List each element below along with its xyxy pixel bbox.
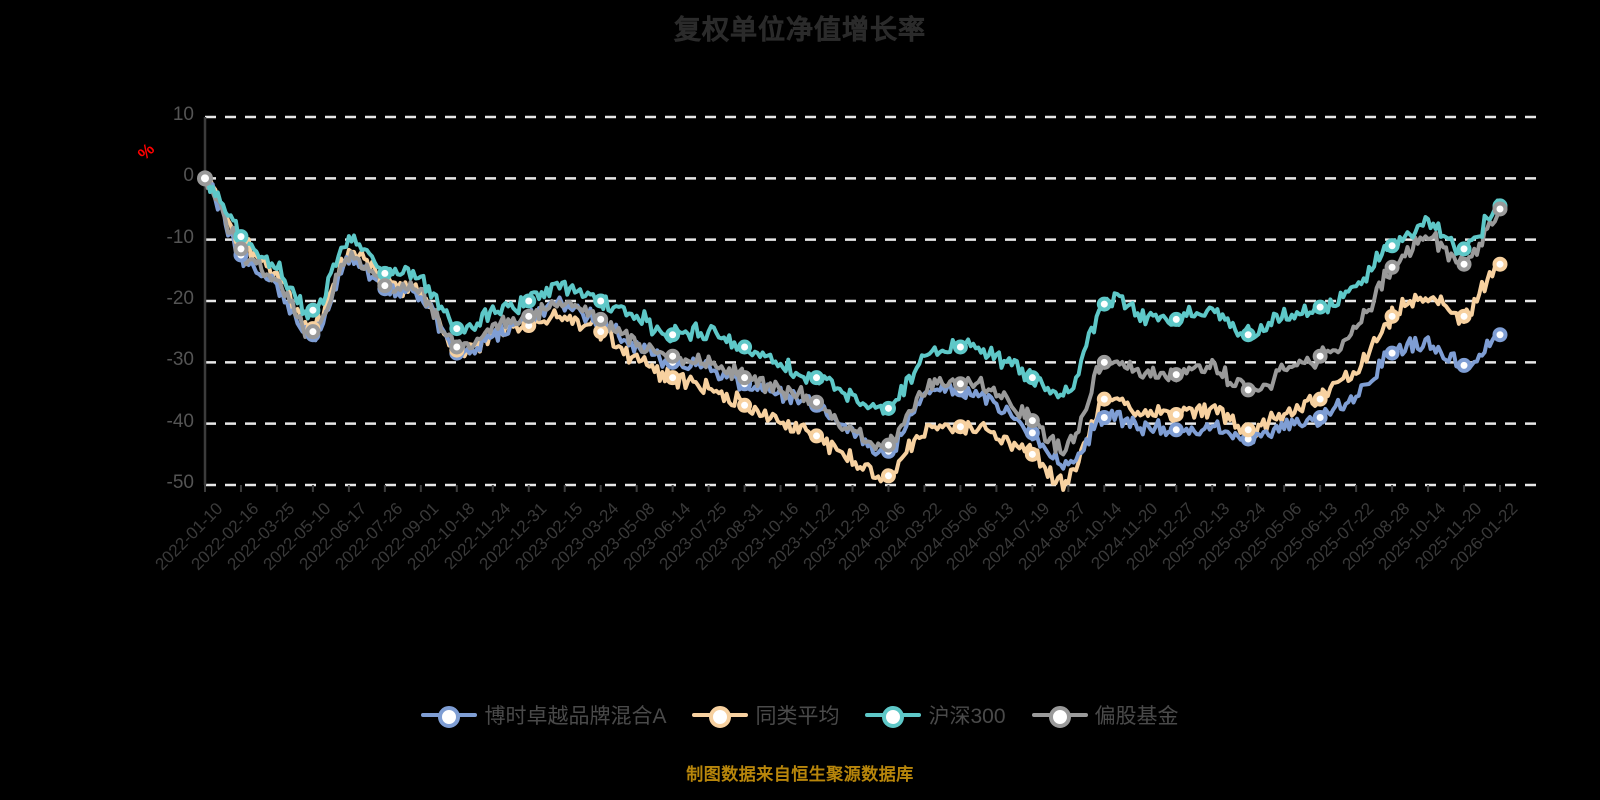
legend-item[interactable]: 同类平均 (692, 700, 839, 730)
series-marker (1456, 357, 1472, 373)
series-marker (809, 428, 825, 444)
series-marker (1456, 256, 1472, 272)
series-marker (1312, 391, 1328, 407)
series-marker (880, 437, 896, 453)
series-marker (1168, 422, 1184, 438)
series-marker (880, 468, 896, 484)
series-marker (952, 376, 968, 392)
legend-item[interactable]: 沪深300 (865, 700, 1006, 730)
series-marker (1384, 259, 1400, 275)
y-tick-label: -40 (166, 410, 194, 432)
series-marker (305, 324, 321, 340)
series-marker (305, 302, 321, 318)
series-line (203, 177, 1502, 492)
legend-label: 沪深300 (928, 705, 1006, 728)
series-marker (1168, 311, 1184, 327)
x-axis-ticks (204, 485, 1501, 492)
series-marker (521, 293, 537, 309)
page-title: 复权单位净值增长率 (674, 15, 926, 45)
series-line (203, 177, 1502, 416)
series-marker (1312, 299, 1328, 315)
series-marker (521, 308, 537, 324)
legend-item[interactable]: 博时卓越品牌混合A (421, 700, 666, 730)
y-tick-label: -30 (166, 349, 194, 371)
series-marker (593, 324, 609, 340)
series-marker (1096, 391, 1112, 407)
series-marker (1384, 345, 1400, 361)
series-marker (449, 321, 465, 337)
series-marker (809, 370, 825, 386)
series-marker (665, 327, 681, 343)
series-marker (449, 339, 465, 355)
series-marker (1096, 354, 1112, 370)
series-marker (1240, 382, 1256, 398)
series-marker (1312, 410, 1328, 426)
series-marker (1024, 413, 1040, 429)
series-marker (377, 265, 393, 281)
y-tick-label: -20 (166, 288, 194, 309)
series-lines (203, 170, 1502, 492)
series-marker (1240, 327, 1256, 343)
series-marker (1024, 446, 1040, 462)
y-tick-label: 10 (172, 104, 194, 125)
series-marker (952, 419, 968, 435)
series-marker (737, 339, 753, 355)
series-marker (377, 278, 393, 294)
legend-item[interactable]: 偏股基金 (1031, 700, 1179, 730)
series-marker (880, 400, 896, 416)
series-marker (1456, 241, 1472, 257)
series-marker (1024, 425, 1040, 441)
series-marker (1384, 308, 1400, 324)
series-markers (197, 170, 1508, 484)
series-marker (593, 293, 609, 309)
series-marker (233, 229, 249, 245)
y-tick-label: -10 (166, 226, 194, 248)
series-marker (1240, 422, 1256, 438)
series-marker (737, 397, 753, 413)
series-marker (1492, 327, 1508, 343)
legend-marker-icon (421, 702, 478, 728)
legend-label: 同类平均 (755, 705, 840, 728)
series-marker (1168, 406, 1184, 422)
series-line (203, 174, 1502, 457)
series-marker (952, 339, 968, 355)
series-marker (1096, 410, 1112, 426)
y-tick-label: 0 (183, 165, 194, 187)
series-marker (809, 394, 825, 410)
footer-note: 制图数据来自恒生聚源数据库 (686, 765, 914, 784)
series-marker (593, 311, 609, 327)
legend-marker-icon (692, 702, 749, 728)
series-marker (233, 241, 249, 257)
series-marker (1168, 367, 1184, 383)
series-marker (1312, 348, 1328, 364)
series-marker (665, 348, 681, 364)
series-marker (1492, 201, 1508, 217)
chart-legend: 博时卓越品牌混合A 同类平均 沪深300 偏股基金 (0, 700, 1600, 730)
y-tick-label: -50 (166, 472, 194, 493)
series-marker (1024, 370, 1040, 386)
series-marker (1384, 238, 1400, 254)
series-marker-origin (197, 170, 213, 187)
legend-label: 偏股基金 (1094, 705, 1179, 728)
legend-label: 博时卓越品牌混合A (484, 705, 667, 728)
series-marker (1096, 296, 1112, 312)
legend-marker-icon (1031, 702, 1088, 728)
series-marker (737, 370, 753, 386)
series-marker (665, 370, 681, 386)
series-marker (1456, 308, 1472, 324)
legend-marker-icon (865, 702, 922, 728)
series-marker (1492, 256, 1508, 272)
